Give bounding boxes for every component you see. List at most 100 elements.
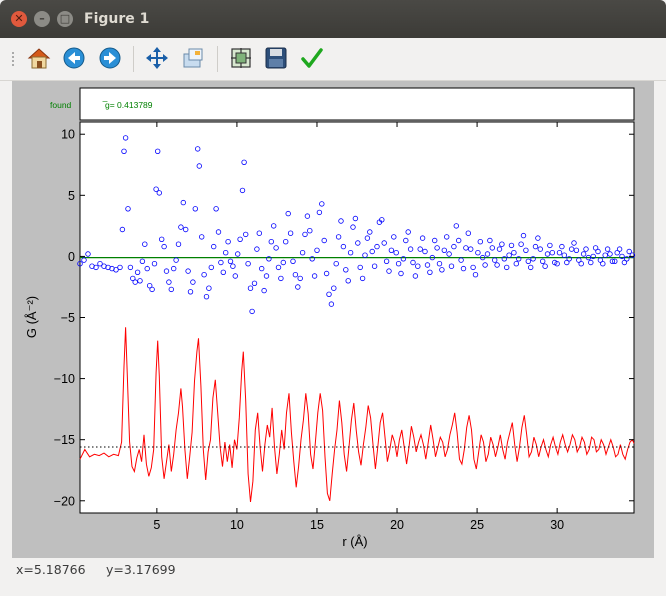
back-button[interactable]: [60, 44, 88, 72]
save-icon: [265, 47, 287, 69]
observed-point: [245, 260, 251, 267]
observed-point: [206, 285, 212, 291]
forward-button[interactable]: [96, 44, 124, 72]
observed-point: [395, 260, 402, 267]
observed-point: [379, 217, 385, 223]
subplots-button[interactable]: [227, 44, 255, 72]
zoom-icon: [183, 48, 203, 68]
observed-point: [139, 258, 146, 264]
observed-point: [597, 257, 604, 263]
observed-point: [369, 248, 375, 255]
observed-point: [338, 218, 344, 224]
observed-point: [331, 285, 337, 291]
observed-point: [134, 269, 141, 275]
observed-point: [419, 235, 426, 241]
observed-point: [621, 259, 628, 266]
observed-point: [299, 249, 306, 256]
observed-point: [451, 243, 457, 250]
x-tick-label: 30: [550, 518, 564, 532]
observed-point: [506, 252, 512, 258]
observed-point: [261, 287, 267, 294]
legend-box: [79, 87, 635, 121]
observed-point: [501, 256, 507, 262]
observed-point: [463, 245, 469, 251]
observed-point: [511, 249, 517, 256]
observed-point: [383, 258, 390, 264]
observed-point: [166, 279, 172, 285]
observed-point: [429, 254, 435, 261]
observed-point: [573, 247, 580, 253]
chart-svg[interactable]: found ̅g= 0.413789 5 10 15 20 25 30 10 5 0 −5 −10 −…: [12, 81, 654, 558]
observed-point: [201, 271, 207, 278]
observed-point: [482, 262, 488, 268]
observed-point: [278, 275, 284, 282]
observed-point: [239, 187, 246, 194]
observed-point: [513, 260, 519, 267]
save-button[interactable]: [262, 44, 290, 72]
observed-point: [427, 269, 433, 275]
observed-point: [203, 293, 210, 300]
observed-point: [343, 267, 349, 273]
observed-point: [465, 230, 471, 236]
observed-point: [326, 291, 332, 297]
back-icon: [63, 47, 85, 69]
minimize-icon[interactable]: –: [34, 11, 50, 27]
close-icon[interactable]: ✕: [11, 11, 27, 27]
observed-point: [477, 238, 483, 245]
observed-point: [530, 256, 536, 262]
observed-point: [232, 273, 238, 279]
observed-point: [549, 249, 555, 256]
observed-point: [242, 231, 249, 238]
observed-point: [113, 267, 119, 273]
observed-point: [314, 247, 320, 253]
maximize-icon[interactable]: □: [57, 11, 73, 27]
observed-point: [417, 246, 423, 252]
observed-point: [566, 256, 572, 262]
y-tick-label: −10: [54, 372, 75, 386]
plot-area[interactable]: found ̅g= 0.413789 5 10 15 20 25 30 10 5 0 −5 −10 −…: [12, 81, 654, 558]
x-tick-label: 25: [470, 518, 484, 532]
observed-point: [268, 238, 274, 245]
home-button[interactable]: [25, 44, 53, 72]
observed-point: [518, 241, 524, 247]
observed-point: [266, 256, 272, 262]
observed-point: [213, 206, 219, 212]
observed-point: [590, 253, 596, 260]
status-x-coordinate: x=5.18766: [16, 562, 86, 577]
observed-point: [173, 257, 179, 263]
observed-point: [227, 258, 234, 264]
observed-point: [592, 245, 599, 251]
observed-point: [237, 236, 243, 242]
toolbar-grip[interactable]: [12, 52, 18, 66]
y-tick-label: 5: [68, 189, 75, 203]
y-tick-label: −5: [61, 311, 75, 325]
observed-point: [187, 289, 194, 295]
observed-point: [458, 257, 464, 263]
observed-point: [256, 230, 262, 236]
observed-point: [132, 279, 138, 285]
axes-background: [79, 121, 635, 514]
check-button[interactable]: [298, 44, 326, 72]
observed-point: [516, 256, 522, 262]
x-axis-label: r (Å): [342, 534, 367, 549]
observed-point: [393, 249, 399, 256]
observed-point: [194, 146, 201, 152]
observed-point: [210, 243, 217, 250]
pan-button[interactable]: [143, 44, 171, 72]
observed-point: [208, 264, 214, 271]
observed-point: [352, 215, 359, 222]
observed-point: [130, 275, 136, 282]
observed-point: [362, 252, 368, 258]
subplots-icon: [231, 48, 251, 68]
toolbar-separator: [133, 46, 134, 72]
observed-point: [554, 260, 560, 267]
zoom-button[interactable]: [179, 44, 207, 72]
observed-point: [340, 243, 347, 250]
toolbar-separator: [217, 46, 218, 72]
observed-point: [436, 260, 443, 267]
difference-line: [79, 327, 635, 503]
observed-point: [398, 270, 404, 277]
observed-point: [190, 279, 196, 285]
observed-point: [456, 237, 462, 244]
observed-point: [439, 267, 445, 273]
